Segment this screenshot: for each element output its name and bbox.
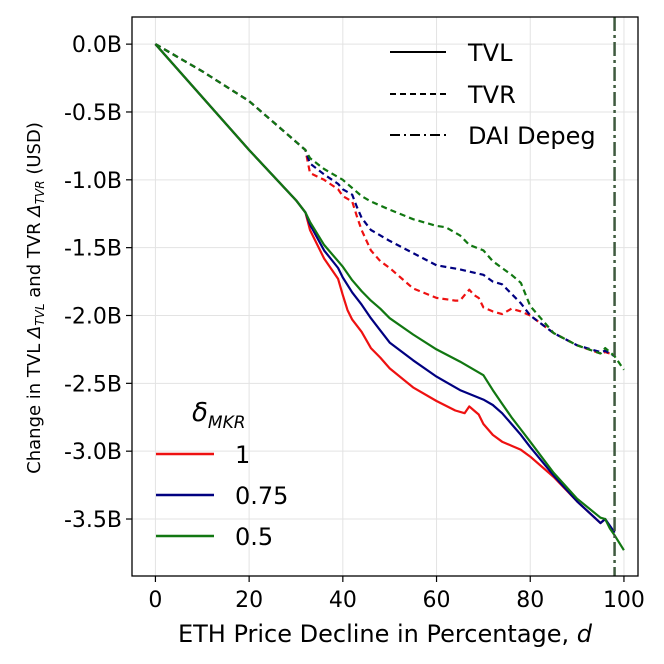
y-axis-title-part2: and TVR xyxy=(24,217,45,304)
y-tick-label: -3.5B xyxy=(64,508,122,533)
series-line-tvl-delta-1 xyxy=(154,43,616,534)
y-tick-label: -0.5B xyxy=(64,101,122,126)
color-legend: δMKR 1 0.75 0.5 xyxy=(156,398,288,551)
series-line-tvr-delta-05 xyxy=(154,43,625,371)
y-axis-ticks: 0.0B -0.5B -1.0B -1.5B -2.0B -2.5B -3.0B -3.5B xyxy=(64,33,132,533)
y-tick-label: -1.5B xyxy=(64,237,122,262)
legend-label-depeg: DAI Depeg xyxy=(468,122,596,150)
legend-label-delta-05: 0.5 xyxy=(235,523,273,551)
y-tick-label: 0.0B xyxy=(72,33,122,58)
x-tick-label: 100 xyxy=(603,588,645,613)
grid xyxy=(132,17,638,576)
x-tick-label: 0 xyxy=(148,588,162,613)
style-legend: TVL TVR DAI Depeg xyxy=(390,39,596,150)
series-line-tvl-delta-075 xyxy=(154,43,616,534)
legend-label-tvl: TVL xyxy=(467,39,513,67)
series-line-tvl-delta-05 xyxy=(154,43,625,551)
x-axis-title-variable: d xyxy=(577,620,593,648)
y-axis-title-part3: (USD) xyxy=(24,122,45,180)
x-axis-ticks: 0 20 40 60 80 100 xyxy=(148,576,645,613)
color-legend-title-subscript: MKR xyxy=(208,413,246,433)
series-lines xyxy=(154,43,625,551)
color-legend-title: δMKR xyxy=(192,398,246,433)
series-line-tvr-delta-1 xyxy=(154,43,616,358)
y-axis-title-sub1: TVL xyxy=(33,303,47,325)
color-legend-title-symbol: δ xyxy=(192,398,208,428)
y-axis-title-delta2: Δ xyxy=(24,204,45,218)
legend-label-tvr: TVR xyxy=(467,81,516,109)
x-tick-label: 60 xyxy=(423,588,451,613)
y-tick-label: -2.5B xyxy=(64,372,122,397)
legend-label-delta-1: 1 xyxy=(235,441,250,469)
x-tick-label: 80 xyxy=(516,588,544,613)
x-axis-title: ETH Price Decline in Percentage, d xyxy=(178,620,593,648)
y-axis-title-sub2: TVR xyxy=(33,180,47,204)
y-tick-label: -1.0B xyxy=(64,169,122,194)
y-axis-title-part1: Change in TVL xyxy=(24,338,45,474)
x-axis-title-text: ETH Price Decline in Percentage, xyxy=(178,620,577,648)
y-axis-title-delta1: Δ xyxy=(24,326,45,340)
y-tick-label: -2.0B xyxy=(64,304,122,329)
x-tick-label: 20 xyxy=(235,588,263,613)
plot-frame xyxy=(131,16,639,577)
y-axis-title: Change in TVL ΔTVL and TVR ΔTVR (USD) xyxy=(24,122,47,474)
series-line-tvr-delta-075 xyxy=(154,43,616,358)
legend-label-delta-075: 0.75 xyxy=(235,482,288,510)
y-tick-label: -3.0B xyxy=(64,440,122,465)
x-tick-label: 40 xyxy=(329,588,357,613)
